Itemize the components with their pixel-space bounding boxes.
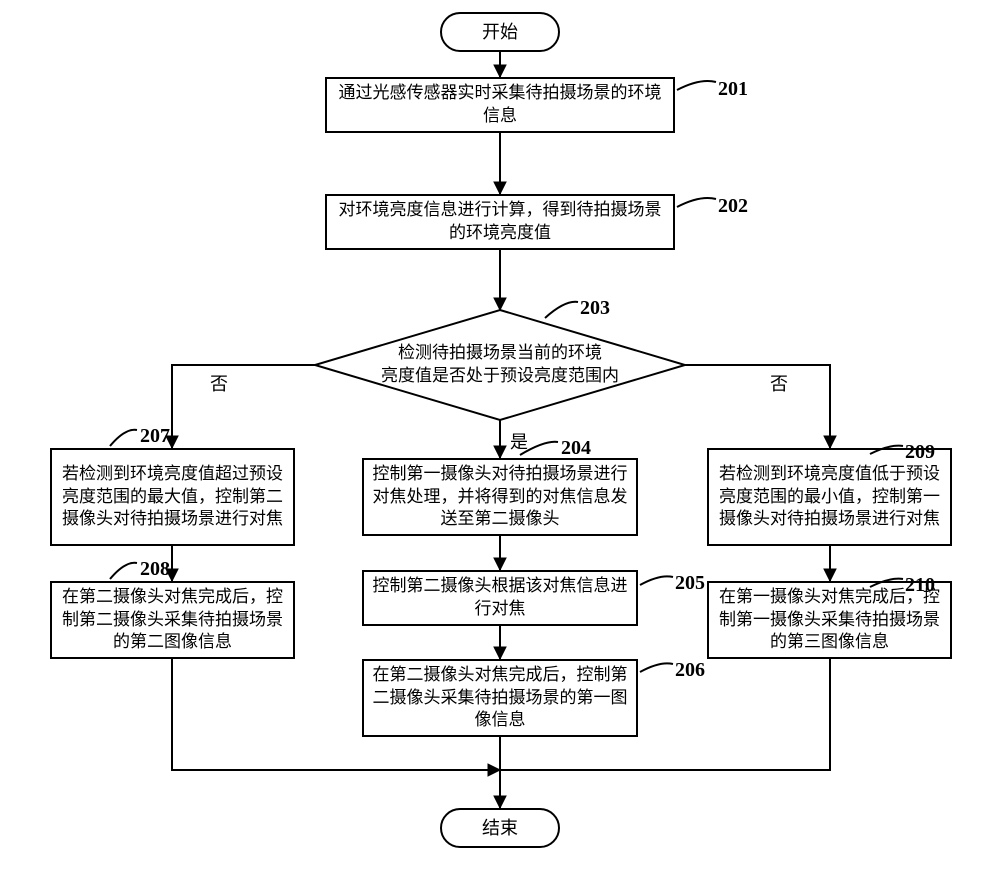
step-203-num: 203 (580, 297, 610, 320)
terminal-end: 结束 (440, 808, 560, 848)
step-206: 在第二摄像头对焦完成后，控制第二摄像头采集待拍摄场景的第一图像信息 (362, 659, 638, 737)
step-209-num: 209 (905, 441, 935, 464)
terminal-end-label: 结束 (482, 816, 518, 840)
terminal-start-label: 开始 (482, 20, 518, 44)
step-203-line2: 亮度值是否处于预设亮度范围内 (381, 366, 619, 385)
step-203-decision: 检测待拍摄场景当前的环境 亮度值是否处于预设亮度范围内 (315, 310, 685, 420)
branch-no-left: 否 (210, 370, 228, 396)
step-202-text: 对环境亮度信息进行计算，得到待拍摄场景的环境亮度值 (335, 199, 665, 245)
step-204-num: 204 (561, 437, 591, 460)
step-202-num: 202 (718, 195, 748, 218)
step-207: 若检测到环境亮度值超过预设亮度范围的最大值，控制第二摄像头对待拍摄场景进行对焦 (50, 448, 295, 546)
step-205: 控制第二摄像头根据该对焦信息进行对焦 (362, 570, 638, 626)
step-204-text: 控制第一摄像头对待拍摄场景进行对焦处理，并将得到的对焦信息发送至第二摄像头 (372, 463, 628, 532)
step-207-num: 207 (140, 425, 170, 448)
step-210-num: 210 (905, 574, 935, 597)
step-204: 控制第一摄像头对待拍摄场景进行对焦处理，并将得到的对焦信息发送至第二摄像头 (362, 458, 638, 536)
step-209-text: 若检测到环境亮度值低于预设亮度范围的最小值，控制第一摄像头对待拍摄场景进行对焦 (717, 463, 942, 532)
step-201: 通过光感传感器实时采集待拍摄场景的环境信息 (325, 77, 675, 133)
step-208-text: 在第二摄像头对焦完成后，控制第二摄像头采集待拍摄场景的第二图像信息 (60, 586, 285, 655)
step-206-text: 在第二摄像头对焦完成后，控制第二摄像头采集待拍摄场景的第一图像信息 (372, 664, 628, 733)
step-203-line1: 检测待拍摄场景当前的环境 (398, 343, 602, 362)
step-206-num: 206 (675, 659, 705, 682)
flowchart-canvas: 开始 通过光感传感器实时采集待拍摄场景的环境信息 201 对环境亮度信息进行计算… (0, 0, 1000, 872)
step-205-num: 205 (675, 572, 705, 595)
branch-yes: 是 (510, 428, 528, 454)
step-208-num: 208 (140, 558, 170, 581)
step-202: 对环境亮度信息进行计算，得到待拍摄场景的环境亮度值 (325, 194, 675, 250)
terminal-start: 开始 (440, 12, 560, 52)
step-201-num: 201 (718, 78, 748, 101)
step-208: 在第二摄像头对焦完成后，控制第二摄像头采集待拍摄场景的第二图像信息 (50, 581, 295, 659)
step-201-text: 通过光感传感器实时采集待拍摄场景的环境信息 (335, 82, 665, 128)
step-207-text: 若检测到环境亮度值超过预设亮度范围的最大值，控制第二摄像头对待拍摄场景进行对焦 (60, 463, 285, 532)
branch-no-right: 否 (770, 370, 788, 396)
step-205-text: 控制第二摄像头根据该对焦信息进行对焦 (372, 575, 628, 621)
